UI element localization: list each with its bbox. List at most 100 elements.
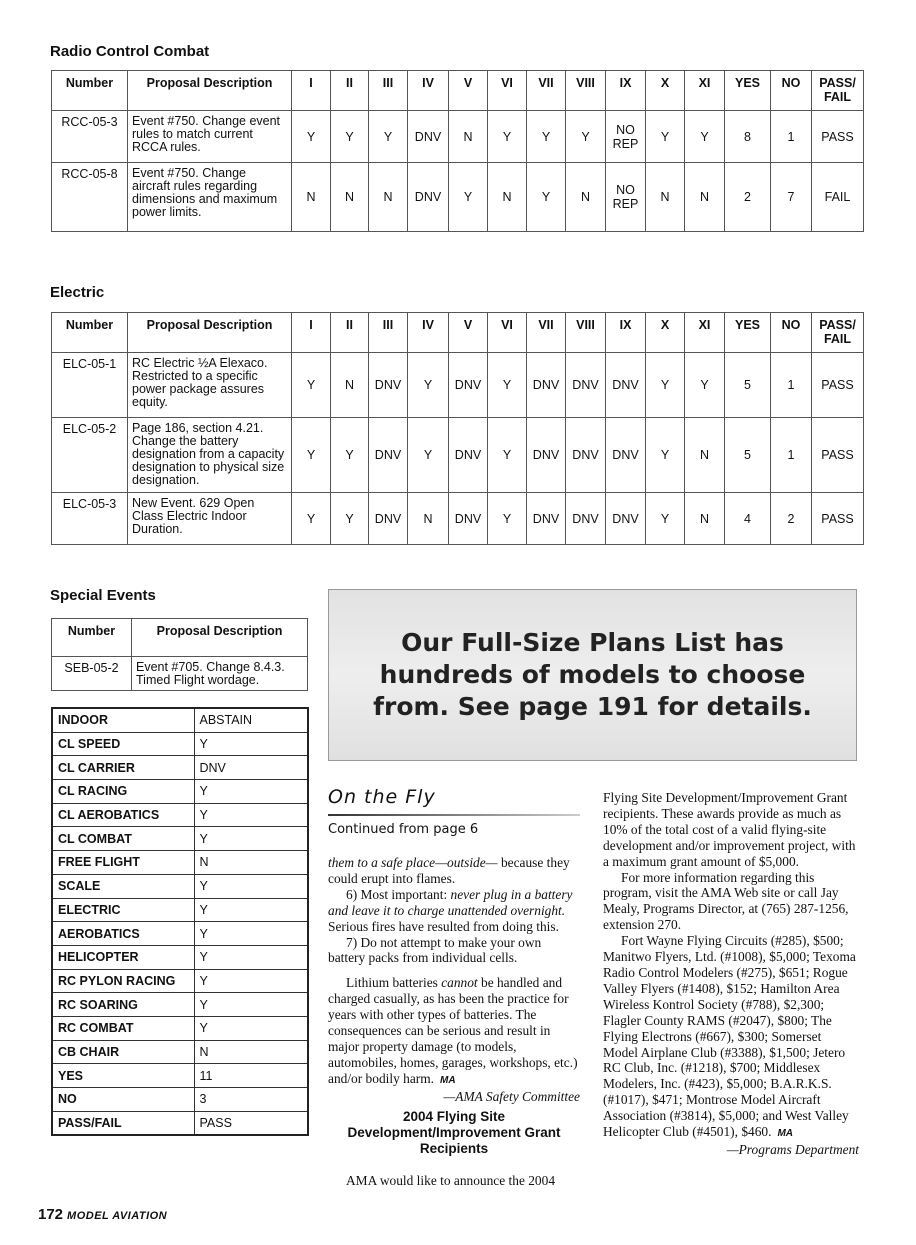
vote-row: RC COMBAT Y xyxy=(51,1015,309,1041)
continued-note: Continued from page 6 xyxy=(328,822,479,837)
table-cell: New Event. 629 Open Class Electric Indoo… xyxy=(127,492,292,545)
column-header: X xyxy=(645,70,685,111)
table-cell: Y xyxy=(565,110,606,163)
special-events-heading: Special Events xyxy=(50,587,156,604)
text: Fort Wayne Flying Circuits (#285), $500;… xyxy=(603,933,856,1140)
table-cell: Y xyxy=(684,110,725,163)
table-cell: Event #705. Change 8.4.3. Timed Flight w… xyxy=(131,656,308,691)
vote-row: CL COMBAT Y xyxy=(51,826,309,852)
ad-text: Our Full-Size Plans List has hundreds of… xyxy=(373,628,812,721)
column-header: I xyxy=(291,312,331,353)
table-cell: PASS xyxy=(811,417,864,493)
table-cell: NO REP xyxy=(605,162,646,232)
article-column-right: Flying Site Development/Improvement Gran… xyxy=(603,790,859,1158)
board-name: RC PYLON RACING xyxy=(51,968,195,994)
table-cell: Y xyxy=(291,417,331,493)
board-name: INDOOR xyxy=(51,707,195,733)
vote-row: ELECTRIC Y xyxy=(51,897,309,923)
board-name: YES xyxy=(51,1063,195,1088)
table-row: ELC-05-3 New Event. 629 Open Class Electr… xyxy=(51,492,864,545)
column-header: PASS/ FAIL xyxy=(811,70,864,111)
table-cell: DNV xyxy=(565,417,606,493)
article-column-left: them to a safe place—outside— because th… xyxy=(328,855,580,1105)
vote-row: SCALE Y xyxy=(51,873,309,899)
column-header: V xyxy=(448,70,488,111)
header-row: Number Proposal Description I II III IV V VI VII… xyxy=(51,70,864,111)
table-cell: 1 xyxy=(770,110,812,163)
board-name: PASS/FAIL xyxy=(51,1110,195,1136)
vote-value: Y xyxy=(193,992,309,1017)
vote-value: 3 xyxy=(193,1087,309,1112)
vote-value: Y xyxy=(193,826,309,852)
table-cell: DNV xyxy=(407,162,449,232)
board-name: RC COMBAT xyxy=(51,1015,195,1041)
text: Lithium batteries xyxy=(346,975,442,991)
text: Serious fires have resulted from doing t… xyxy=(328,918,559,934)
table-cell: N xyxy=(368,162,408,232)
vote-value: Y xyxy=(193,1015,309,1041)
vote-value: Y xyxy=(193,873,309,899)
table-cell: Page 186, section 4.21. Change the batte… xyxy=(127,417,292,493)
table-cell: ELC-05-1 xyxy=(51,352,128,418)
table-cell: Y xyxy=(407,417,449,493)
board-name: NO xyxy=(51,1087,195,1112)
vote-value: Y xyxy=(193,921,309,946)
board-name: CL SPEED xyxy=(51,731,195,757)
board-name: CL AEROBATICS xyxy=(51,802,195,828)
column-header: X xyxy=(645,312,685,353)
table-cell: DNV xyxy=(368,492,408,545)
board-name: ELECTRIC xyxy=(51,897,195,923)
ma-end-mark: MA xyxy=(440,1074,456,1086)
column-header: Number xyxy=(51,618,132,657)
table-cell: DNV xyxy=(526,352,566,418)
table-cell: SEB-05-2 xyxy=(51,656,132,691)
table-cell: N xyxy=(448,110,488,163)
table-cell: Y xyxy=(645,352,685,418)
table-cell: RCC-05-3 xyxy=(51,110,128,163)
text: cannot xyxy=(441,975,478,991)
table-cell: 5 xyxy=(724,352,771,418)
table-cell: DNV xyxy=(526,417,566,493)
table-cell: Y xyxy=(448,162,488,232)
table-cell: Y xyxy=(487,352,527,418)
page-number: 172 xyxy=(38,1206,64,1223)
special-events-table: Number Proposal Description SEB-05-2 Event … xyxy=(51,618,308,691)
table-cell: FAIL xyxy=(811,162,864,232)
table-cell: Y xyxy=(368,110,408,163)
table-cell: N xyxy=(684,162,725,232)
column-header: YES xyxy=(724,70,771,111)
column-header: V xyxy=(448,312,488,353)
table-row: RCC-05-8 Event #750. Change aircraft rule… xyxy=(51,162,864,232)
title-rule xyxy=(328,814,580,816)
column-header: VI xyxy=(487,70,527,111)
grant-heading: 2004 Flying Site Development/Improvement… xyxy=(347,1109,561,1156)
column-header: IX xyxy=(605,312,646,353)
board-name: SCALE xyxy=(51,873,195,899)
column-header: NO xyxy=(770,312,812,353)
table-cell: N xyxy=(645,162,685,232)
table-cell: N xyxy=(684,417,725,493)
column-header: VIII xyxy=(565,312,606,353)
table-cell: Event #750. Change event rules to match … xyxy=(127,110,292,163)
table-cell: DNV xyxy=(368,417,408,493)
header-row: Number Proposal Description I II III IV V VI VII… xyxy=(51,312,864,353)
plans-list-ad: Our Full-Size Plans List has hundreds of… xyxy=(328,589,857,761)
table-cell: DNV xyxy=(565,352,606,418)
vote-row: HELICOPTER Y xyxy=(51,944,309,970)
board-name: HELICOPTER xyxy=(51,944,195,970)
table-cell: DNV xyxy=(605,352,646,418)
column-header: Number xyxy=(51,70,128,111)
column-header: NO xyxy=(770,70,812,111)
table-cell: DNV xyxy=(526,492,566,545)
table-cell: Y xyxy=(487,492,527,545)
table-cell: N xyxy=(330,162,369,232)
table-cell: 1 xyxy=(770,417,812,493)
text: Flying Site Development/Improvement Gran… xyxy=(603,790,856,869)
table-cell: ELC-05-3 xyxy=(51,492,128,545)
table-cell: DNV xyxy=(565,492,606,545)
table-cell: Y xyxy=(645,417,685,493)
vote-row: CL CARRIER DNV xyxy=(51,755,309,781)
column-header: VIII xyxy=(565,70,606,111)
column-header: VII xyxy=(526,312,566,353)
table-cell: Event #750. Change aircraft rules regard… xyxy=(127,162,292,232)
